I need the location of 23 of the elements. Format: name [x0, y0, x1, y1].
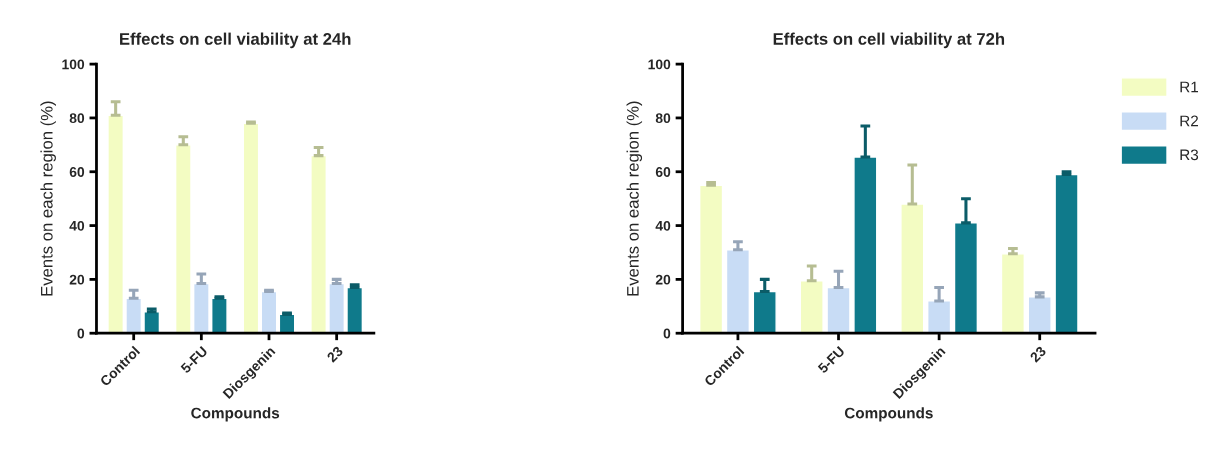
- y-tick-label: 80: [69, 113, 85, 124]
- y-tick-label: 100: [648, 59, 671, 70]
- legend-label: R1: [1180, 81, 1199, 93]
- y-tick-label: 0: [663, 328, 671, 339]
- y-axis-title: Events on each region (%): [626, 101, 643, 296]
- x-tick-label: 23: [326, 345, 344, 363]
- y-tick-label: 60: [69, 167, 85, 177]
- y-tick-label: 100: [62, 59, 85, 70]
- y-tick-label: 20: [69, 274, 85, 285]
- chart-title: Effects on cell viability at 72h: [773, 32, 1005, 49]
- y-axis-title: Events on each region (%): [40, 101, 56, 296]
- y-tick-label: 80: [655, 113, 671, 124]
- x-axis-title: Compounds: [844, 407, 933, 422]
- chart-title: Effects on cell viability at 24h: [120, 32, 351, 49]
- y-tick-label: 20: [655, 274, 671, 285]
- y-tick-label: 0: [77, 328, 85, 339]
- legend-label: R3: [1180, 149, 1199, 161]
- legend-label: R2: [1180, 115, 1198, 127]
- y-tick-label: 40: [69, 220, 85, 231]
- x-tick-label: 23: [1029, 345, 1047, 363]
- y-tick-label: 40: [655, 220, 671, 231]
- y-tick-label: 60: [655, 167, 671, 177]
- x-axis-title: Compounds: [191, 407, 280, 422]
